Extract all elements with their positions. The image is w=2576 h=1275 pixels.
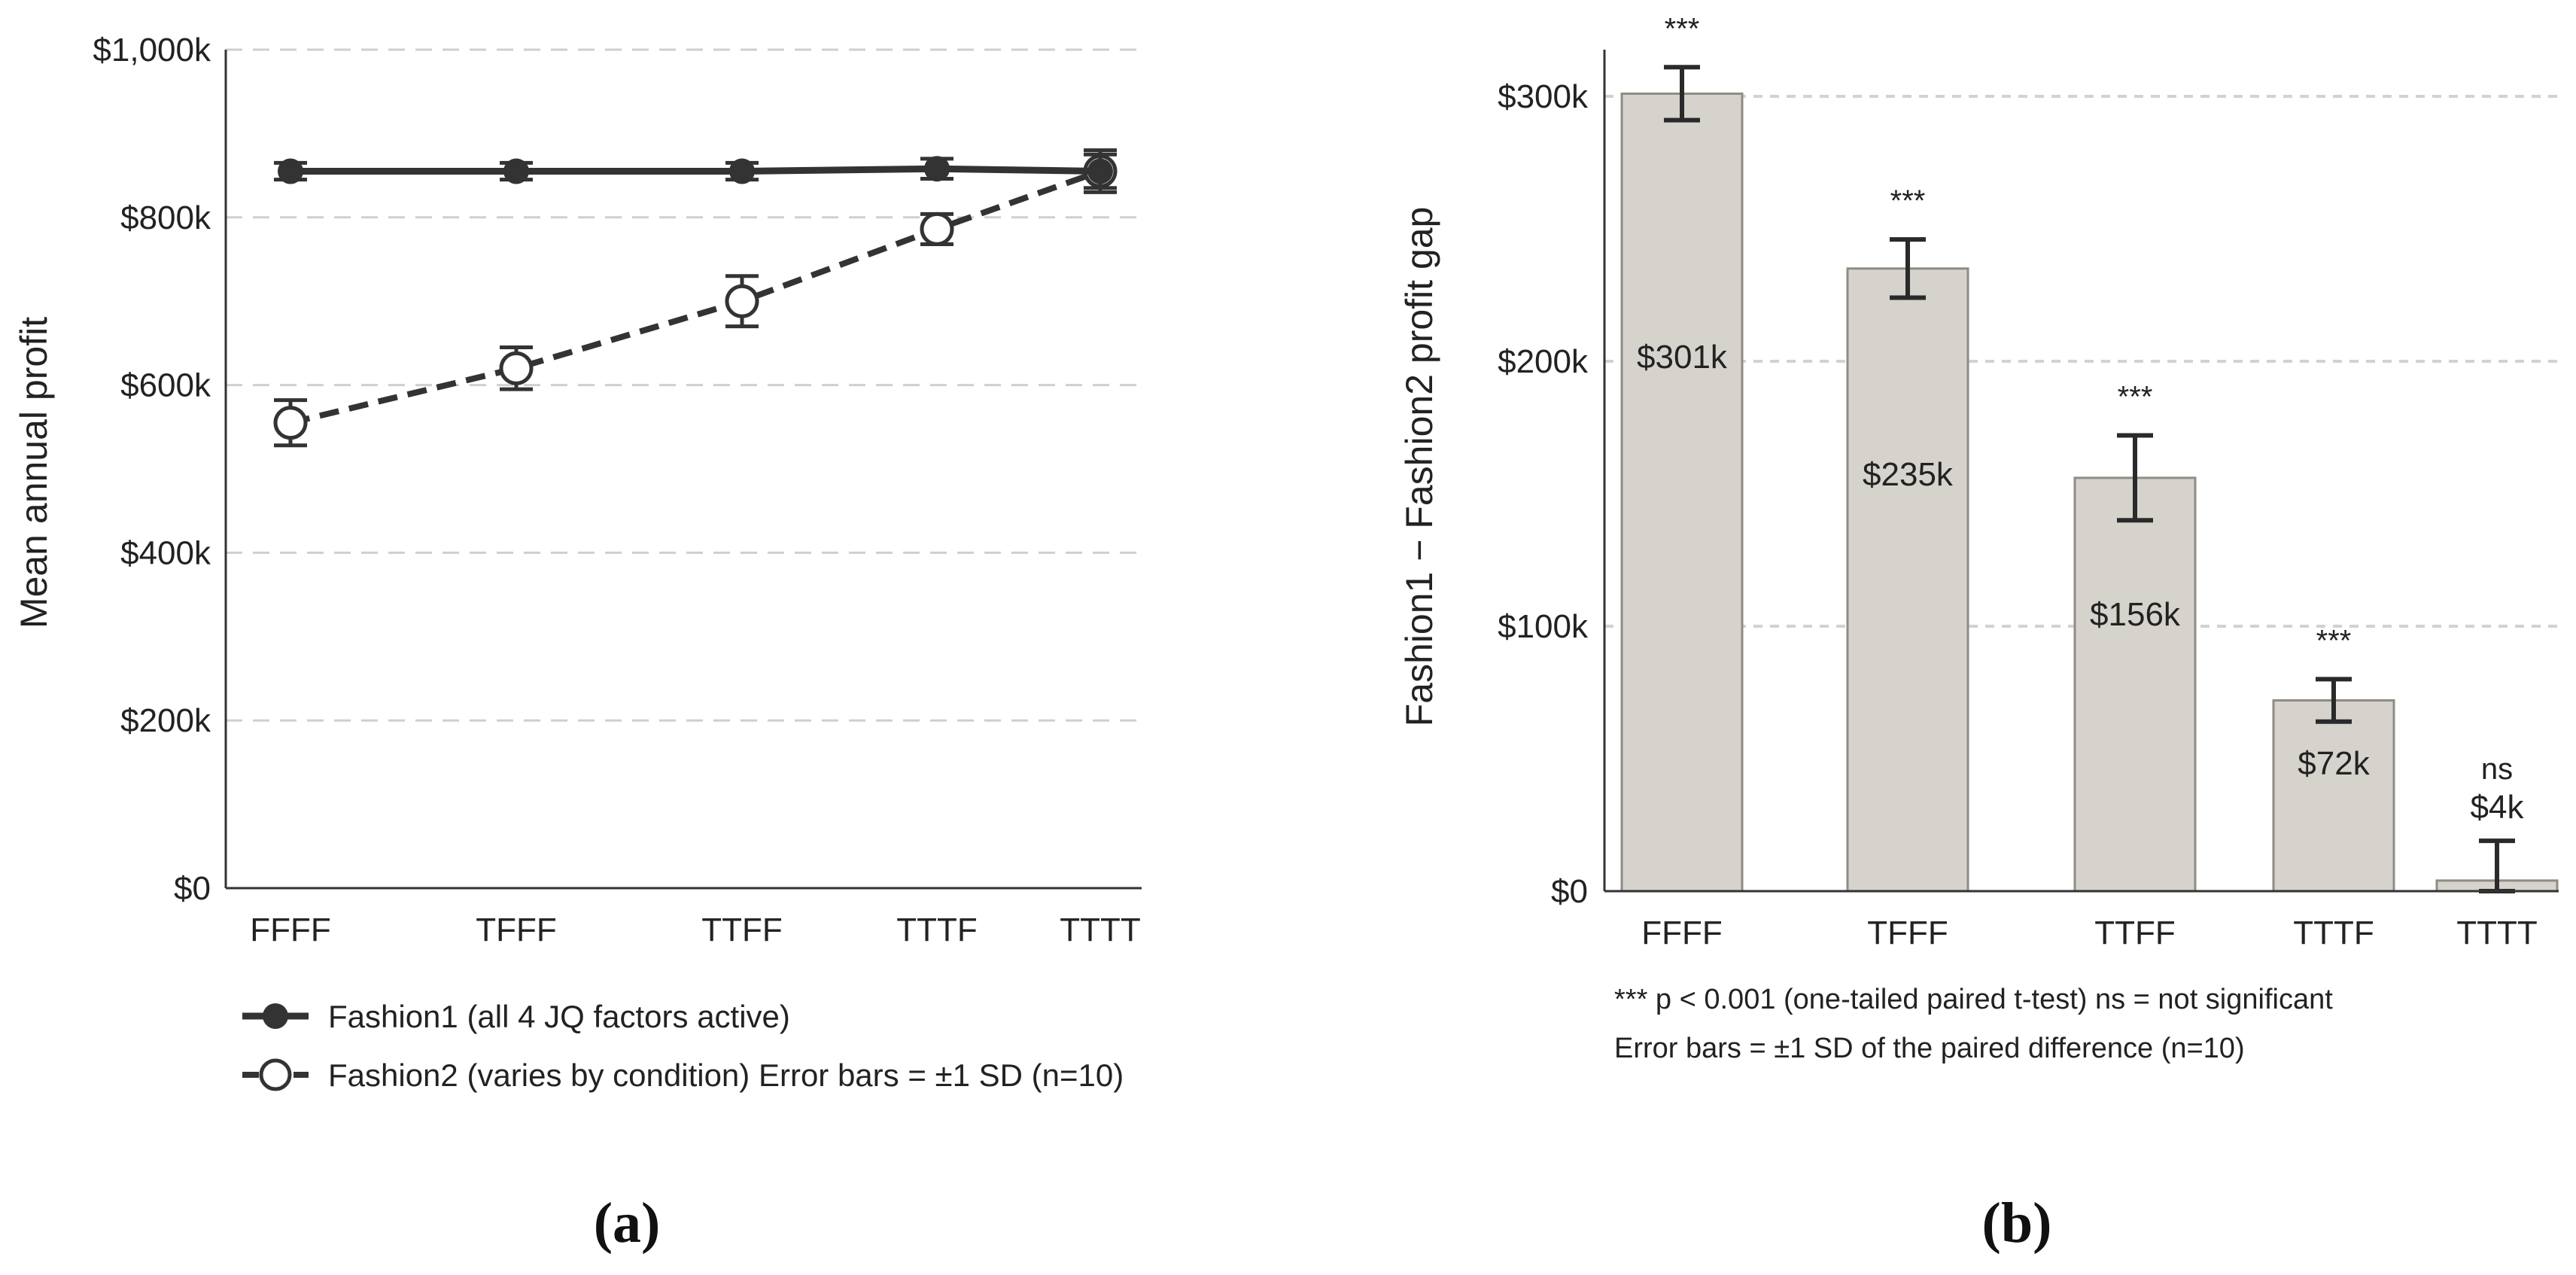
bar-value-label: $235k <box>1863 456 1954 493</box>
legend-label-fashion2: Fashion2 (varies by condition) Error bar… <box>328 1057 1124 1093</box>
y-tick-label: $0 <box>1551 873 1588 910</box>
x-tick-label: TTTF <box>2293 914 2374 951</box>
error-bar-note: Error bars = ±1 SD of the paired differe… <box>1614 1033 2245 1064</box>
bar-value-label: $301k <box>1637 339 1728 376</box>
y-tick-label: $200k <box>120 702 211 739</box>
y-tick-label: $200k <box>1498 343 1589 380</box>
panel-a-line-chart: $0 $200k $400k $600k $800k $1,000k FFFF TFFF TTF… <box>13 32 1142 1093</box>
y-tick-label: $100k <box>1498 608 1589 645</box>
x-tick-label: TTFF <box>2094 914 2176 951</box>
y-axis-title: Mean annual profit <box>13 317 55 628</box>
significance-note: *** p < 0.001 (one-tailed paired t-test)… <box>1614 984 2333 1015</box>
y-tick-label: $600k <box>120 367 211 404</box>
significance-label: *** <box>2316 624 2352 657</box>
panel-b-bar-chart: $0 $100k $200k $300k Fashion1 − Fashion2 pro… <box>1398 12 2559 1064</box>
y-tick-label: $1,000k <box>93 32 211 68</box>
bar-value-label: $72k <box>2298 745 2370 782</box>
data-point-fashion2 <box>499 351 534 385</box>
y-tick-label: $300k <box>1498 78 1589 115</box>
bar <box>1846 267 1969 893</box>
bar <box>1620 92 1744 893</box>
data-point-fashion1 <box>278 158 303 184</box>
bar-value-label: $156k <box>2090 596 2181 633</box>
legend-marker-fashion1 <box>263 1003 288 1029</box>
data-point-fashion1 <box>503 158 529 184</box>
panel-b-label: (b) <box>1982 1191 2052 1255</box>
significance-label: ns <box>2481 753 2513 786</box>
y-tick-label: $0 <box>174 870 211 907</box>
x-tick-label: TTTT <box>2456 914 2538 951</box>
x-tick-label: FFFF <box>1641 914 1723 951</box>
series-line-fashion1 <box>290 165 1101 175</box>
significance-label: *** <box>1665 12 1700 45</box>
bar-value-label: $4k <box>2471 789 2525 826</box>
data-point-fashion2 <box>725 284 759 318</box>
data-point-fashion2 <box>273 406 308 440</box>
significance-label: *** <box>1890 184 1926 218</box>
bar <box>2073 476 2197 893</box>
data-point-fashion1 <box>1087 158 1113 184</box>
data-point-fashion1 <box>924 156 950 182</box>
panel-a-label: (a) <box>594 1191 661 1255</box>
y-axis-title: Fashion1 − Fashion2 profit gap <box>1398 207 1440 727</box>
x-tick-label: TTTF <box>896 911 978 948</box>
legend-label-fashion2-name: Fashion2 (varies by condition) <box>328 1057 759 1093</box>
x-tick-label: TFFF <box>1867 914 1948 951</box>
legend-note: Error bars = ±1 SD (n=10) <box>759 1057 1124 1093</box>
x-tick-label: TTFF <box>701 911 783 948</box>
x-tick-label: FFFF <box>250 911 331 948</box>
legend-label-fashion1: Fashion1 (all 4 JQ factors active) <box>328 999 790 1034</box>
x-tick-label: TTTT <box>1060 911 1141 948</box>
bar <box>2272 699 2395 893</box>
y-tick-label: $800k <box>120 199 211 236</box>
data-point-fashion1 <box>729 158 755 184</box>
legend-marker-fashion2 <box>259 1058 292 1091</box>
x-tick-label: TFFF <box>476 911 557 948</box>
y-tick-label: $400k <box>120 534 211 571</box>
data-point-fashion2 <box>920 211 954 246</box>
significance-label: *** <box>2118 381 2153 414</box>
